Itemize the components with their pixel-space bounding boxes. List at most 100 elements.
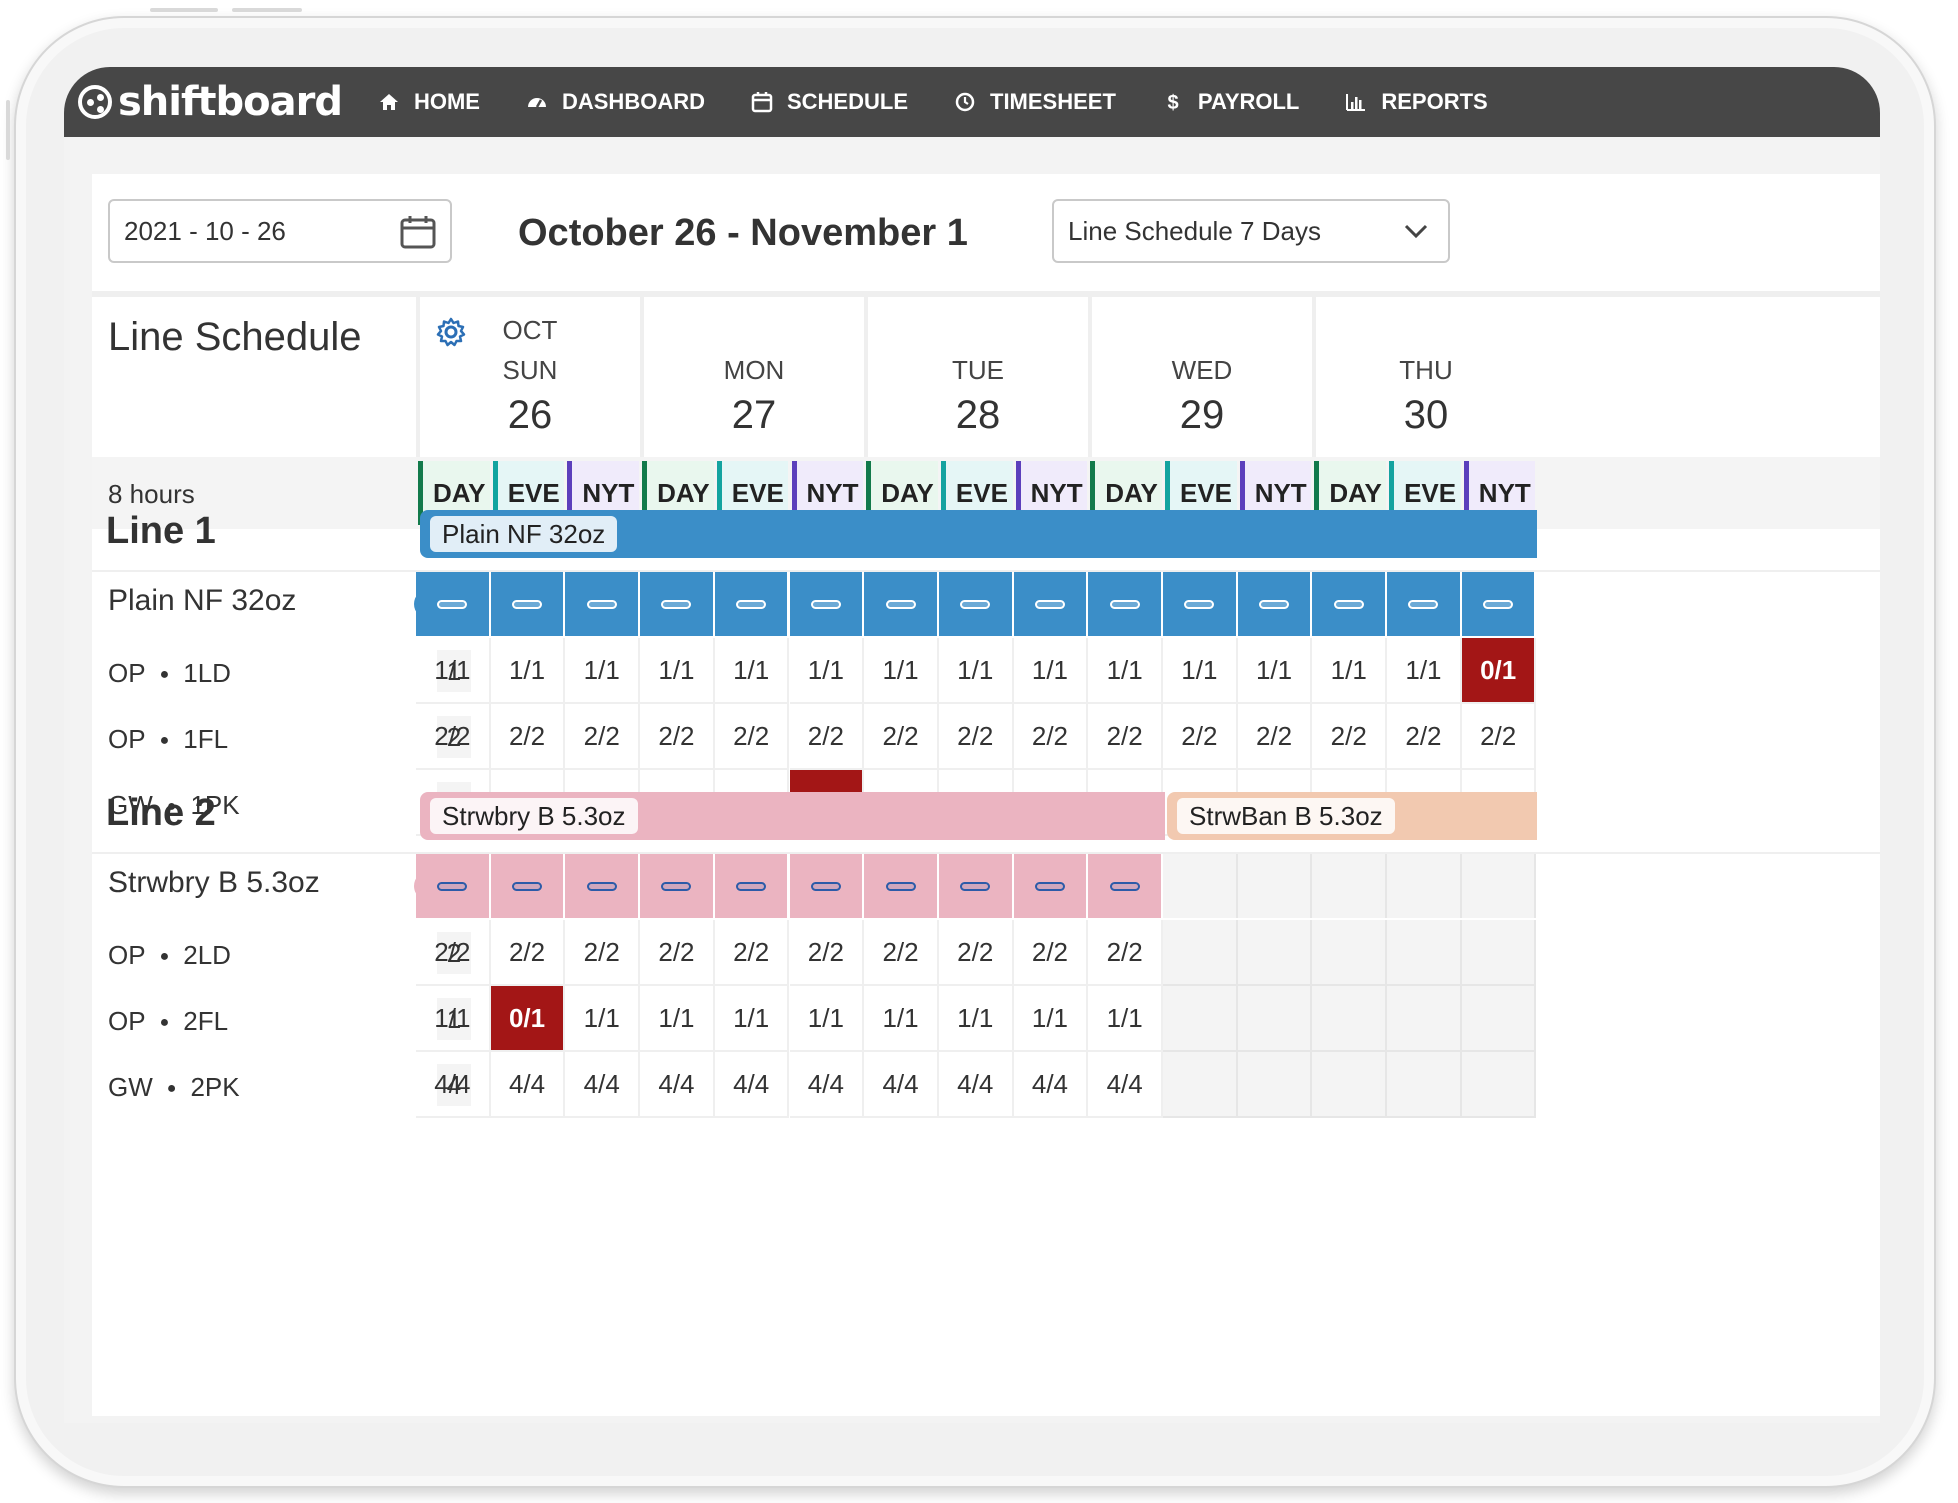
product-slot[interactable] (714, 572, 790, 636)
gear-icon[interactable] (436, 317, 466, 347)
staffing-cell[interactable]: 2/2 (1013, 920, 1089, 986)
staffing-cell[interactable]: 2/2 (938, 920, 1014, 986)
staffing-cell[interactable]: 1/1 (864, 986, 939, 1052)
product-slot[interactable] (1237, 572, 1313, 636)
product-bar[interactable]: Strwbry B 5.3oz (420, 792, 1165, 840)
product-slot[interactable] (864, 572, 939, 636)
staffing-cell[interactable]: 1/1 (714, 986, 790, 1052)
staffing-cell[interactable]: 2/2 (1163, 704, 1238, 770)
nav-item-schedule[interactable]: SCHEDULE (751, 89, 908, 115)
product-slot[interactable] (565, 854, 641, 918)
staffing-cell[interactable]: 1/1 (1088, 638, 1163, 704)
staffing-cell[interactable]: 2/2 (565, 920, 641, 986)
staffing-cell[interactable]: 1/1 (1387, 638, 1462, 704)
staffing-cell[interactable]: 2/2 (565, 704, 641, 770)
staffing-cell[interactable]: 2/2 (714, 704, 790, 770)
staffing-cell[interactable]: 2/2 (1387, 704, 1462, 770)
staffing-cell[interactable]: 2/2 (789, 704, 865, 770)
date-input[interactable]: 2021 - 10 - 26 (108, 199, 452, 263)
staffing-cell[interactable]: 2/2 (490, 920, 566, 986)
nav-item-payroll[interactable]: $ PAYROLL (1162, 89, 1299, 115)
nav-item-timesheet[interactable]: TIMESHEET (954, 89, 1116, 115)
staffing-cell-alert[interactable]: 0/1 (1461, 638, 1537, 704)
product-slot[interactable] (1013, 854, 1089, 918)
staffing-cell[interactable]: 4/4 (1013, 1052, 1089, 1118)
staffing-cell[interactable]: 2/2 (416, 920, 491, 986)
nav-item-reports[interactable]: REPORTS (1345, 89, 1488, 115)
staffing-cell[interactable]: 2/2 (416, 704, 491, 770)
staffing-cell[interactable]: 1/1 (1013, 986, 1089, 1052)
staffing-cell[interactable]: 1/1 (864, 638, 939, 704)
staffing-cell[interactable]: 2/2 (640, 704, 715, 770)
staffing-cell[interactable]: 4/4 (864, 1052, 939, 1118)
staffing-cell[interactable]: 1/1 (416, 638, 491, 704)
staffing-cell[interactable]: 2/2 (1461, 704, 1537, 770)
staffing-cell[interactable]: 1/1 (938, 986, 1014, 1052)
staffing-cell[interactable]: 1/1 (416, 986, 491, 1052)
staffing-cell[interactable]: 1/1 (640, 986, 715, 1052)
staffing-cell[interactable]: 2/2 (938, 704, 1014, 770)
product-slot[interactable] (1461, 572, 1537, 636)
product-slot[interactable] (789, 572, 865, 636)
staffing-cell[interactable]: 1/1 (789, 638, 865, 704)
calendar-icon[interactable] (400, 215, 436, 249)
product-slot[interactable] (640, 572, 715, 636)
product-slot[interactable] (1013, 572, 1089, 636)
view-select[interactable]: Line Schedule 7 Days (1052, 199, 1450, 263)
staffing-cell[interactable]: 4/4 (565, 1052, 641, 1118)
product-slot[interactable] (714, 854, 790, 918)
staffing-cell[interactable]: 2/2 (864, 920, 939, 986)
staffing-cell[interactable]: 4/4 (416, 1052, 491, 1118)
staffing-cell-alert[interactable]: 0/1 (490, 986, 566, 1052)
staffing-cell[interactable]: 2/2 (714, 920, 790, 986)
staffing-cell[interactable]: 1/1 (490, 638, 566, 704)
staffing-cell[interactable]: 1/1 (1088, 986, 1163, 1052)
staffing-cell[interactable]: 2/2 (1013, 704, 1089, 770)
staffing-cell[interactable]: 1/1 (640, 638, 715, 704)
product-slot[interactable] (490, 572, 566, 636)
product-slot[interactable] (565, 572, 641, 636)
staffing-cell[interactable]: 2/2 (864, 704, 939, 770)
staffing-cell[interactable]: 2/2 (1312, 704, 1388, 770)
staffing-cell[interactable]: 1/1 (714, 638, 790, 704)
product-bar[interactable]: StrwBan B 5.3oz (1167, 792, 1537, 840)
staffing-cell[interactable]: 1/1 (565, 638, 641, 704)
staffing-cell[interactable]: 4/4 (714, 1052, 790, 1118)
product-slot[interactable] (1312, 572, 1388, 636)
staffing-cell[interactable]: 1/1 (789, 986, 865, 1052)
staffing-cell[interactable]: 4/4 (490, 1052, 566, 1118)
staffing-cell[interactable]: 2/2 (1088, 704, 1163, 770)
product-slot[interactable] (789, 854, 865, 918)
staffing-cell[interactable]: 1/1 (1312, 638, 1388, 704)
nav-item-home[interactable]: HOME (378, 89, 480, 115)
product-slot[interactable] (1163, 572, 1238, 636)
svg-text:$: $ (1167, 92, 1178, 113)
product-slot[interactable] (416, 572, 491, 636)
product-slot[interactable] (864, 854, 939, 918)
product-slot[interactable] (416, 854, 491, 918)
staffing-cell[interactable]: 4/4 (789, 1052, 865, 1118)
staffing-cell[interactable]: 2/2 (640, 920, 715, 986)
product-slot[interactable] (1088, 572, 1163, 636)
staffing-cell[interactable]: 2/2 (1088, 920, 1163, 986)
product-slot[interactable] (1088, 854, 1163, 918)
product-slot[interactable] (640, 854, 715, 918)
product-slot[interactable] (938, 854, 1014, 918)
staffing-cell[interactable]: 1/1 (565, 986, 641, 1052)
staffing-cell[interactable]: 2/2 (789, 920, 865, 986)
product-slot[interactable] (1387, 572, 1462, 636)
logo[interactable]: shiftboard (78, 79, 343, 125)
staffing-cell[interactable]: 1/1 (1237, 638, 1313, 704)
staffing-cell[interactable]: 1/1 (1013, 638, 1089, 704)
staffing-cell[interactable]: 4/4 (640, 1052, 715, 1118)
nav-item-dashboard[interactable]: DASHBOARD (526, 89, 705, 115)
product-bar[interactable]: Plain NF 32oz (420, 510, 1537, 558)
product-slot[interactable] (490, 854, 566, 918)
staffing-cell[interactable]: 4/4 (938, 1052, 1014, 1118)
staffing-cell[interactable]: 1/1 (1163, 638, 1238, 704)
staffing-cell[interactable]: 2/2 (490, 704, 566, 770)
staffing-cell[interactable]: 2/2 (1237, 704, 1313, 770)
product-slot[interactable] (938, 572, 1014, 636)
staffing-cell[interactable]: 4/4 (1088, 1052, 1163, 1118)
staffing-cell[interactable]: 1/1 (938, 638, 1014, 704)
